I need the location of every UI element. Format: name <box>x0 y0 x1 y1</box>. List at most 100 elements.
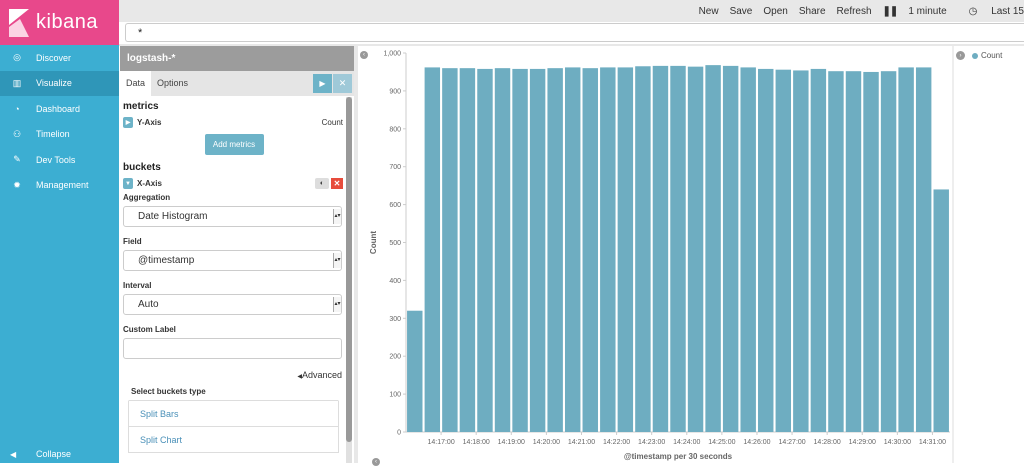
bar[interactable] <box>863 71 879 432</box>
bar[interactable] <box>635 66 651 432</box>
bar[interactable] <box>652 65 669 433</box>
refresh-interval[interactable]: 1 minute <box>908 5 947 17</box>
new-button[interactable]: New <box>698 5 719 17</box>
compass-icon: ◎ <box>13 52 21 63</box>
bar[interactable] <box>407 310 423 432</box>
save-button[interactable]: Save <box>729 5 753 17</box>
bar[interactable] <box>494 68 511 432</box>
sidebar-scrollbar[interactable] <box>346 97 352 463</box>
bar[interactable] <box>582 68 598 432</box>
sidebar: kibana ◎ Discover ▥ Visualize ◔ Dashboard ⚇ Tim… <box>0 0 119 463</box>
sidebar-item-visualize[interactable]: ▥ Visualize <box>0 70 119 96</box>
share-button[interactable]: Share <box>798 5 826 17</box>
x-axis-title: @timestamp per 30 seconds <box>624 452 733 461</box>
sidebar-item-dev-tools[interactable]: ✎ Dev Tools <box>0 147 119 173</box>
advanced-label: Advanced <box>301 370 342 380</box>
bar[interactable] <box>933 189 949 432</box>
split-bars-option[interactable]: Split Bars <box>129 401 338 427</box>
bar[interactable] <box>828 71 844 432</box>
legend-toggle-icon[interactable]: › <box>956 51 965 60</box>
bucket-type-title: Select buckets type <box>128 378 339 401</box>
apply-changes-button[interactable]: ▶ <box>313 74 332 93</box>
custom-label-input[interactable] <box>123 338 342 359</box>
bar[interactable] <box>880 71 897 432</box>
bar[interactable] <box>424 67 441 432</box>
bar[interactable] <box>758 68 774 432</box>
caret-down-icon[interactable]: ▼ <box>123 178 133 189</box>
interval-select[interactable]: Auto ▴▾ <box>123 294 342 315</box>
clock-icon: ◷ <box>968 5 981 17</box>
dashboard-icon: ◔ <box>14 103 20 114</box>
bar[interactable] <box>898 67 914 432</box>
discard-changes-button[interactable]: ✕ <box>333 74 352 93</box>
kibana-logo-icon <box>9 8 29 37</box>
x-tick-label: 14:20:00 <box>533 439 560 446</box>
collapse-label: Collapse <box>36 449 72 459</box>
toggle-icon[interactable]: ◐ <box>315 178 329 189</box>
aggregation-value: Date Histogram <box>138 211 208 222</box>
bar[interactable] <box>687 66 704 433</box>
scrollbar-thumb[interactable] <box>346 97 352 442</box>
bar[interactable] <box>845 71 862 432</box>
aggregation-select[interactable]: Date Histogram ▴▾ <box>123 206 342 227</box>
y-tick-label: 1,000 <box>383 51 401 58</box>
field-label: Field <box>123 237 142 246</box>
metric-axis-label: Y-Axis <box>137 118 162 127</box>
resize-handle[interactable] <box>354 46 358 463</box>
add-metrics-button[interactable]: Add metrics <box>204 134 264 155</box>
aggregation-label: Aggregation <box>123 193 171 202</box>
bar[interactable] <box>459 68 476 432</box>
bar[interactable] <box>477 68 493 432</box>
sidebar-item-timelion[interactable]: ⚇ Timelion <box>0 122 119 148</box>
metric-y-axis-row[interactable]: ▶ Y-Axis Count <box>123 115 345 130</box>
remove-icon[interactable]: ✕ <box>331 178 343 189</box>
bar[interactable] <box>793 70 809 433</box>
bar[interactable] <box>775 69 792 433</box>
x-tick-label: 14:22:00 <box>603 439 630 446</box>
select-arrow-icon: ▴▾ <box>333 253 341 268</box>
bar[interactable] <box>547 68 563 432</box>
collapse-icon[interactable]: ‹ <box>372 458 380 466</box>
bar[interactable] <box>600 67 616 432</box>
collapse-sidebar-icon[interactable]: ‹ <box>360 51 368 59</box>
advanced-toggle[interactable]: ◀Advanced <box>123 370 345 380</box>
bar[interactable] <box>564 67 581 432</box>
y-tick-label: 900 <box>389 88 401 95</box>
collapse-button[interactable]: ◀ Collapse <box>0 445 119 463</box>
bar[interactable] <box>512 68 528 432</box>
caret-right-icon[interactable]: ▶ <box>123 117 133 128</box>
bar[interactable] <box>810 68 827 432</box>
legend: › Count <box>956 51 1024 60</box>
bar[interactable] <box>529 68 546 432</box>
bar[interactable] <box>705 65 721 433</box>
field-select[interactable]: @timestamp ▴▾ <box>123 250 342 271</box>
kibana-logo[interactable]: kibana <box>0 0 119 45</box>
query-input[interactable]: * <box>125 23 1024 42</box>
bar[interactable] <box>442 68 458 432</box>
legend-series-label[interactable]: Count <box>981 51 1003 60</box>
tab-options[interactable]: Options <box>157 78 189 88</box>
open-button[interactable]: Open <box>763 5 788 17</box>
refresh-button[interactable]: Refresh <box>836 5 872 17</box>
split-chart-option[interactable]: Split Chart <box>129 427 338 453</box>
tab-data[interactable]: Data <box>120 71 152 96</box>
sidebar-item-dashboard[interactable]: ◔ Dashboard <box>0 96 119 122</box>
gear-icon: ✹ <box>13 179 21 190</box>
pause-icon[interactable]: ❚❚ <box>882 5 899 17</box>
bar[interactable] <box>617 67 634 432</box>
bucket-type-list: Select buckets type Split Bars Split Cha… <box>128 378 339 453</box>
agg-editor: metrics ▶ Y-Axis Count Add metrics bucke… <box>123 98 345 453</box>
time-picker[interactable]: ◷ Last 15 <box>958 6 1024 17</box>
bar[interactable] <box>722 65 739 433</box>
sidebar-item-management[interactable]: ✹ Management <box>0 173 119 199</box>
bar[interactable] <box>915 67 932 432</box>
field-value: @timestamp <box>138 255 195 266</box>
sidebar-item-discover[interactable]: ◎ Discover <box>0 45 119 71</box>
bucket-x-axis-row[interactable]: ▼ X-Axis ◐ ✕ <box>123 176 345 191</box>
legend-swatch[interactable] <box>972 52 978 59</box>
bar[interactable] <box>740 67 756 432</box>
x-tick-label: 14:30:00 <box>884 439 911 446</box>
y-tick-label: 300 <box>389 316 401 323</box>
y-tick-label: 600 <box>389 202 401 209</box>
bar[interactable] <box>670 65 686 433</box>
